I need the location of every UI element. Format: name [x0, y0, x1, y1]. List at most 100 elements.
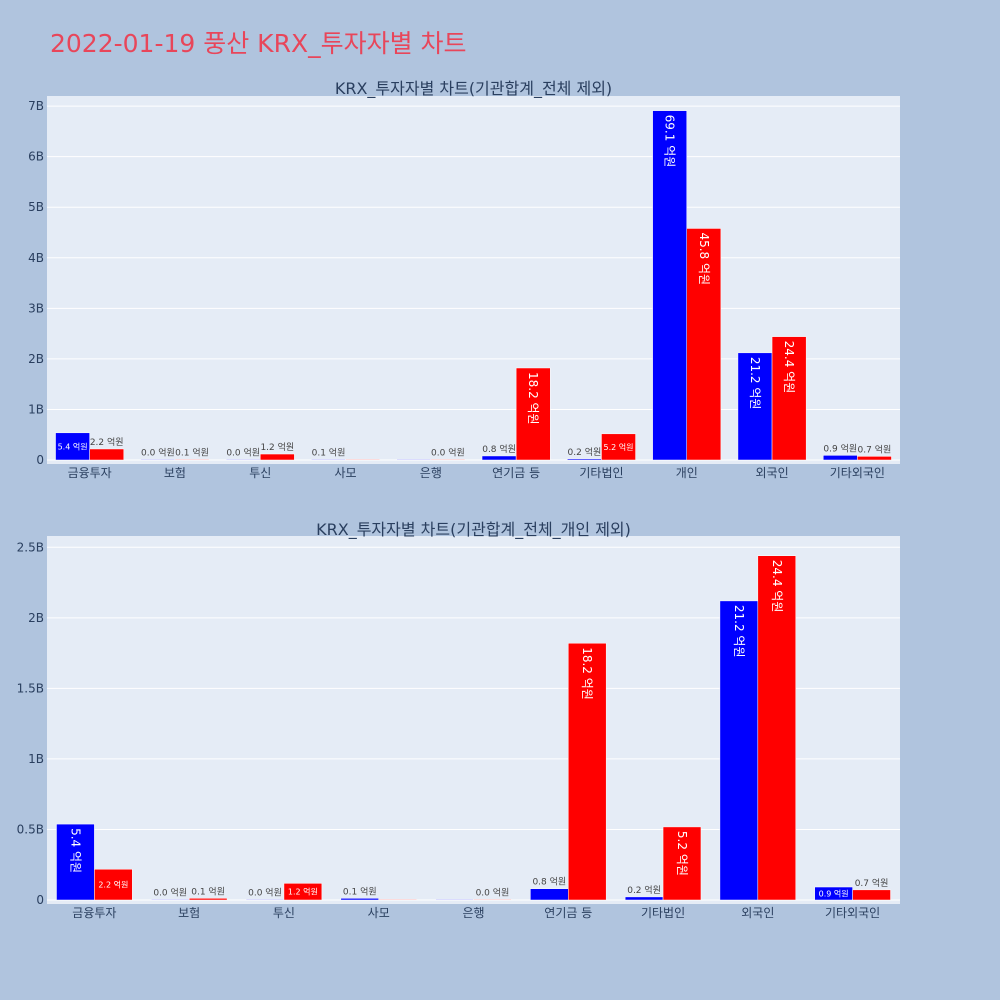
data-label: 5.4 억원 — [68, 828, 82, 873]
bar — [473, 899, 512, 901]
bar — [822, 455, 858, 461]
y-tick-label: 0.5B — [17, 822, 44, 836]
y-tick-label: 1B — [28, 402, 44, 416]
y-tick-label: 2B — [28, 611, 44, 625]
bar — [311, 459, 346, 461]
bar — [857, 456, 892, 461]
data-label: 2.2 억원 — [98, 880, 128, 890]
x-tick-label: 기타외국인 — [830, 466, 885, 480]
x-tick-label: 외국인 — [755, 466, 788, 480]
bar — [56, 823, 95, 901]
data-label: 2.2 억원 — [90, 436, 124, 448]
bar — [662, 826, 702, 901]
chart-0: 0 1B 2B 3B 4B 5B 6B 7B KRX_투자자별 차트(기관합계_전체 제외) 금융… — [28, 79, 900, 480]
chart-title: KRX_투자자별 차트(기관합계_전체 제외) — [335, 79, 612, 99]
data-label: 0.1 억원 — [343, 885, 377, 897]
y-tick-label: 1.5B — [17, 681, 44, 695]
data-label: 0.1 억원 — [191, 885, 225, 897]
data-label: 1.2 억원 — [260, 441, 294, 453]
bar — [396, 459, 432, 461]
x-tick-label: 기타법인 — [641, 906, 685, 920]
x-tick-label: 연기금 등 — [492, 466, 540, 480]
bar — [260, 453, 295, 461]
data-label: 21.2 억원 — [732, 605, 746, 658]
bar — [94, 868, 133, 901]
page-title: 2022-01-19 풍산 KRX_투자자별 차트 — [50, 29, 467, 58]
chart-1: 0 0.5B 1B 1.5B 2B 2.5B KRX_투자자별 차트(기관합계_전체_개인 … — [17, 520, 900, 920]
data-label: 0.8 억원 — [482, 443, 516, 455]
bar — [568, 642, 607, 901]
data-label: 1.2 억원 — [288, 887, 318, 897]
bar — [624, 896, 664, 901]
bar — [89, 448, 125, 461]
y-tick-label: 5B — [28, 200, 44, 214]
bar — [378, 899, 417, 901]
data-label: 0.0 억원 — [226, 446, 260, 458]
y-tick-label: 0 — [36, 453, 44, 467]
y-tick-label: 7B — [28, 99, 44, 113]
y-tick-label: 1B — [28, 752, 44, 766]
data-label: 0.1 억원 — [175, 446, 209, 458]
data-label: 69.1 억원 — [663, 115, 677, 168]
data-label: 0.1 억원 — [312, 446, 346, 458]
data-label: 45.8 억원 — [697, 232, 711, 285]
data-label: 0.7 억원 — [855, 877, 889, 889]
data-label: 0.2 억원 — [627, 884, 661, 896]
data-label: 18.2 억원 — [526, 372, 540, 425]
y-tick-label: 2B — [28, 352, 44, 366]
y-tick-label: 0 — [36, 893, 44, 907]
x-tick-label: 개인 — [676, 466, 698, 480]
bar — [567, 458, 602, 461]
x-tick-label: 보험 — [164, 466, 186, 480]
bar — [55, 432, 90, 461]
data-label: 0.0 억원 — [153, 886, 187, 898]
data-label: 5.2 억원 — [675, 831, 689, 876]
bar — [174, 459, 210, 461]
data-label: 0.0 억원 — [431, 446, 465, 458]
y-tick-label: 2.5B — [17, 540, 44, 554]
data-label: 0.0 억원 — [248, 886, 282, 898]
data-label: 24.4 억원 — [782, 341, 796, 394]
y-tick-label: 4B — [28, 251, 44, 265]
bar — [225, 459, 261, 461]
bar — [515, 367, 551, 461]
data-label: 0.8 억원 — [532, 876, 566, 888]
data-label: 0.0 억원 — [141, 446, 175, 458]
x-tick-label: 투신 — [273, 906, 295, 920]
bar — [430, 459, 466, 461]
data-label: 18.2 억원 — [580, 647, 594, 700]
x-tick-label: 투신 — [249, 466, 271, 480]
x-tick-label: 금융투자 — [72, 906, 116, 920]
data-label: 5.2 억원 — [604, 442, 634, 452]
bar — [757, 555, 796, 901]
data-label: 21.2 억원 — [748, 357, 762, 410]
data-label: 0.0 억원 — [476, 886, 510, 898]
bar — [481, 455, 517, 461]
bar — [283, 883, 323, 901]
bar — [245, 899, 285, 901]
data-label: 0.7 억원 — [858, 443, 892, 455]
bar — [435, 899, 474, 901]
x-tick-label: 금융투자 — [68, 466, 112, 480]
x-tick-label: 외국인 — [741, 906, 774, 920]
bar — [188, 898, 228, 901]
x-tick-label: 은행 — [462, 905, 484, 920]
data-label: 5.4 억원 — [58, 441, 88, 451]
data-label: 0.9 억원 — [823, 442, 857, 454]
bar — [737, 352, 773, 461]
x-tick-label: 은행 — [420, 465, 442, 480]
x-tick-label: 기타외국인 — [825, 906, 880, 920]
bar — [686, 228, 722, 461]
y-tick-label: 3B — [28, 301, 44, 315]
bar — [852, 889, 891, 901]
data-label: 24.4 억원 — [770, 560, 784, 613]
y-tick-label: 6B — [28, 150, 44, 164]
bar — [151, 899, 190, 901]
bar — [719, 600, 759, 901]
bar — [601, 433, 636, 461]
bar — [140, 459, 176, 461]
chart-title: KRX_투자자별 차트(기관합계_전체_개인 제외) — [316, 520, 631, 540]
x-tick-label: 사모 — [335, 466, 357, 480]
x-tick-label: 사모 — [368, 906, 390, 920]
